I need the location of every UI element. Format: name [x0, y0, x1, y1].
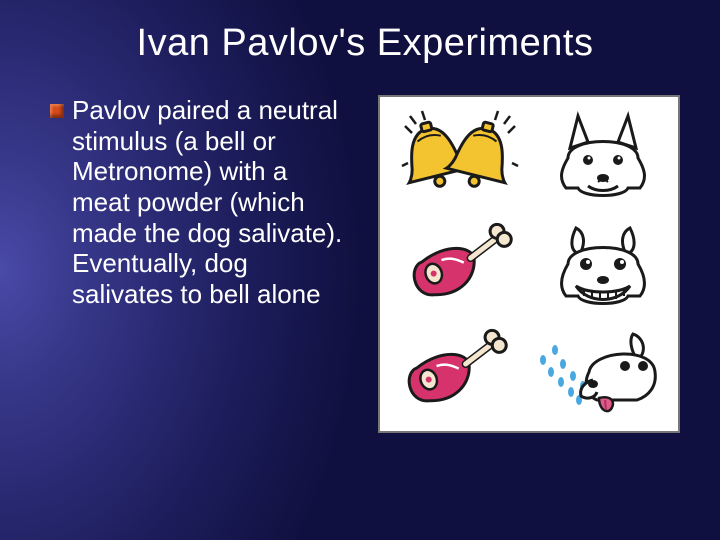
content-row: Pavlov paired a neutral stimulus (a bell… [50, 95, 680, 433]
dog-eager-icon [548, 214, 658, 314]
text-column: Pavlov paired a neutral stimulus (a bell… [50, 95, 350, 310]
dog-drool-icon [533, 320, 663, 420]
meat-icon [400, 214, 520, 314]
illustration-row [386, 105, 672, 211]
illustration-row [386, 317, 672, 423]
bullet-icon [50, 104, 64, 118]
body-text: Pavlov paired a neutral stimulus (a bell… [72, 95, 350, 310]
bells-icon [400, 108, 520, 208]
illustration-card [378, 95, 680, 433]
dog-alert-icon [548, 108, 658, 208]
slide-title: Ivan Pavlov's Experiments [50, 22, 680, 65]
meat-icon [395, 320, 515, 420]
illustration-row [386, 211, 672, 317]
slide: Ivan Pavlov's Experiments Pavlov paired … [0, 0, 720, 540]
